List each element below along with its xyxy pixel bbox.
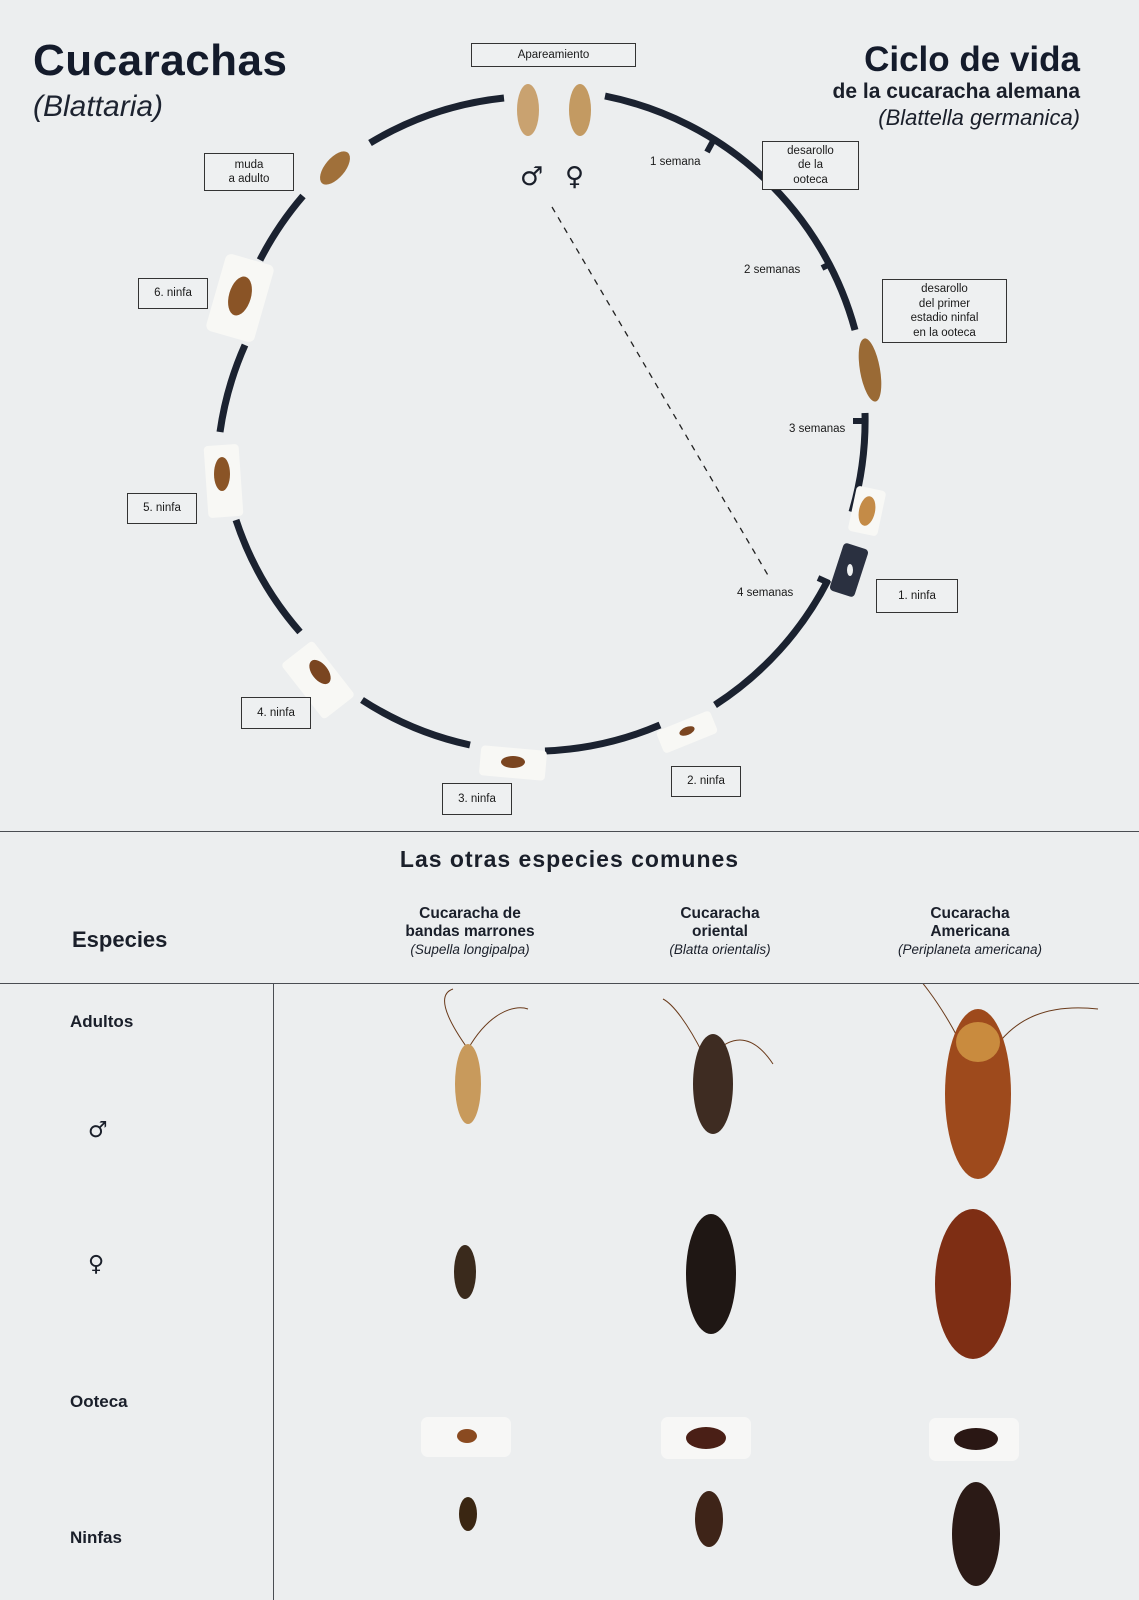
label-ninfa-3: 3. ninfa [442,783,512,815]
female-symbol: ♀ [565,162,585,192]
life-cycle-ring [203,84,886,781]
section-title: Las otras especies comunes [399,846,740,872]
table-vertical-line [273,983,274,1600]
periplaneta-nymph [952,1482,1000,1586]
ring-segment [368,94,505,146]
label-desarollo-ooteca: desarollo de la ooteca [762,141,859,190]
column-header-periplaneta: Cucaracha Americana (Periplaneta america… [897,905,1043,957]
section-divider [0,831,1139,832]
week-2-label: 2 semanas [744,264,801,276]
blatta-female [686,1214,736,1334]
species-specimens [421,984,1099,1586]
insect-specimens [214,84,882,768]
table-header-line [0,983,1139,984]
row-label-ooteca: Ooteca [70,1392,128,1411]
label-ninfa-6: 6. ninfa [138,278,208,309]
periplaneta-female [935,1209,1011,1359]
supella-male [455,1044,481,1124]
row-label-adultos: Adultos [70,1012,134,1031]
label-primer-estadio: desarollo del primer estadio ninfal en l… [882,279,1007,343]
row-female-symbol: ♀ [88,1252,105,1277]
row-label-ninfas: Ninfas [70,1528,122,1547]
periplaneta-ootheca [954,1428,998,1450]
label-ninfa-4: 4. ninfa [241,697,311,729]
male-symbol: ♂ [520,162,544,192]
lifecycle-scientific-name: (Blattella germanica) [878,105,1080,130]
week-4-label: 4 semanas [737,587,794,599]
supella-female [454,1245,476,1299]
column-header-blatta: Cucaracha oriental (Blatta orientalis) [669,905,771,957]
label-muda-adulto: muda a adulto [204,153,294,191]
label-ninfa-2: 2. ninfa [671,766,741,797]
blatta-nymph [695,1491,723,1547]
blatta-ootheca [686,1427,726,1449]
page-subtitle: (Blattaria) [33,90,164,123]
lifecycle-title: Ciclo de vida [864,40,1080,79]
supella-nymph [459,1497,477,1531]
week-3-label: 3 semanas [789,423,846,435]
page-title: Cucarachas [33,36,288,85]
label-apareamiento: Apareamiento [471,43,636,67]
lifecycle-subtitle: de la cucaracha alemana [832,80,1080,103]
column-header-supella: Cucaracha de bandas marrones (Supella lo… [405,905,535,957]
species-row-header: Especies [72,927,168,952]
row-male-symbol: ♂ [88,1118,108,1143]
blatta-male [693,1034,733,1134]
supella-ootheca [457,1429,477,1443]
label-ninfa-5: 5. ninfa [127,493,197,524]
label-ninfa-1: 1. ninfa [876,579,958,613]
week-1-label: 1 semana [650,156,701,168]
